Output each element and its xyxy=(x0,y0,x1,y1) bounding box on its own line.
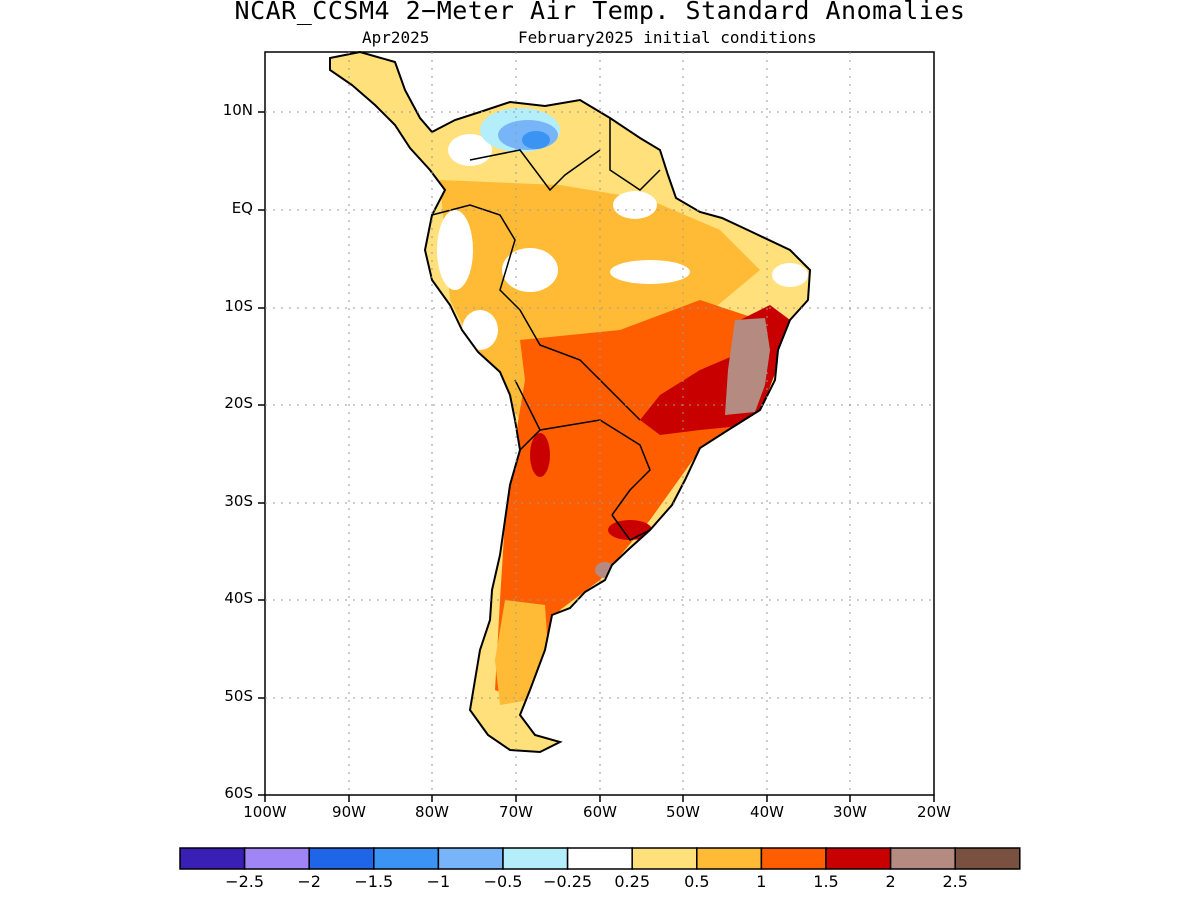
lon-label: 60W xyxy=(583,803,617,821)
lon-label: 100W xyxy=(243,803,287,821)
colorbar-label: −1 xyxy=(426,872,451,891)
lat-label: EQ xyxy=(231,199,253,217)
colorbar-swatch xyxy=(631,847,698,870)
lon-label: 40W xyxy=(750,803,784,821)
lon-label: 80W xyxy=(415,803,449,821)
colorbar-label: −0.25 xyxy=(543,872,593,891)
lon-label: 20W xyxy=(917,803,951,821)
colorbar-label: 1.5 xyxy=(813,872,839,891)
lon-label: 50W xyxy=(666,803,700,821)
colorbar-swatch xyxy=(179,847,246,870)
colorbar-label: 1 xyxy=(756,872,767,891)
colorbar-swatch xyxy=(825,847,892,870)
colorbar-label: 2 xyxy=(885,872,896,891)
colorbar-label: −1.5 xyxy=(354,872,394,891)
lat-label: 30S xyxy=(224,492,253,510)
colorbar-swatch xyxy=(437,847,504,870)
colorbar-swatch xyxy=(502,847,569,870)
colorbar xyxy=(179,847,1021,870)
valid-month: Apr2025 xyxy=(362,28,430,47)
colorbar-label: 0.25 xyxy=(614,872,650,891)
lon-label: 70W xyxy=(499,803,533,821)
colorbar-swatch xyxy=(696,847,763,870)
colorbar-label: 0.5 xyxy=(684,872,710,891)
colorbar-swatch xyxy=(373,847,440,870)
lat-label: 50S xyxy=(224,687,253,705)
lat-label: 10S xyxy=(224,297,253,315)
colorbar-label: −2.5 xyxy=(225,872,265,891)
colorbar-label: −2 xyxy=(297,872,321,891)
map-title: NCAR_CCSM4 2−Meter Air Temp. Standard An… xyxy=(234,0,966,25)
colorbar-swatch xyxy=(243,847,310,870)
lat-label: 40S xyxy=(224,589,253,607)
colorbar-swatch xyxy=(889,847,956,870)
colorbar-swatch xyxy=(566,847,633,870)
axis-ticks xyxy=(258,111,935,802)
lon-label: 30W xyxy=(833,803,867,821)
extreme-anomaly-ne-brazil xyxy=(725,318,770,415)
lat-label: 20S xyxy=(224,394,253,412)
lat-label: 60S xyxy=(224,784,253,802)
country-borders xyxy=(431,118,661,541)
lat-label: 10N xyxy=(222,101,253,119)
colorbar-label: −0.5 xyxy=(483,872,523,891)
colorbar-swatch xyxy=(308,847,375,870)
colorbar-swatch xyxy=(760,847,827,870)
colorbar-label: 2.5 xyxy=(942,872,968,891)
colorbar-swatch xyxy=(954,847,1021,870)
lon-label: 90W xyxy=(332,803,366,821)
initial-conditions: February2025 initial conditions xyxy=(518,28,817,47)
